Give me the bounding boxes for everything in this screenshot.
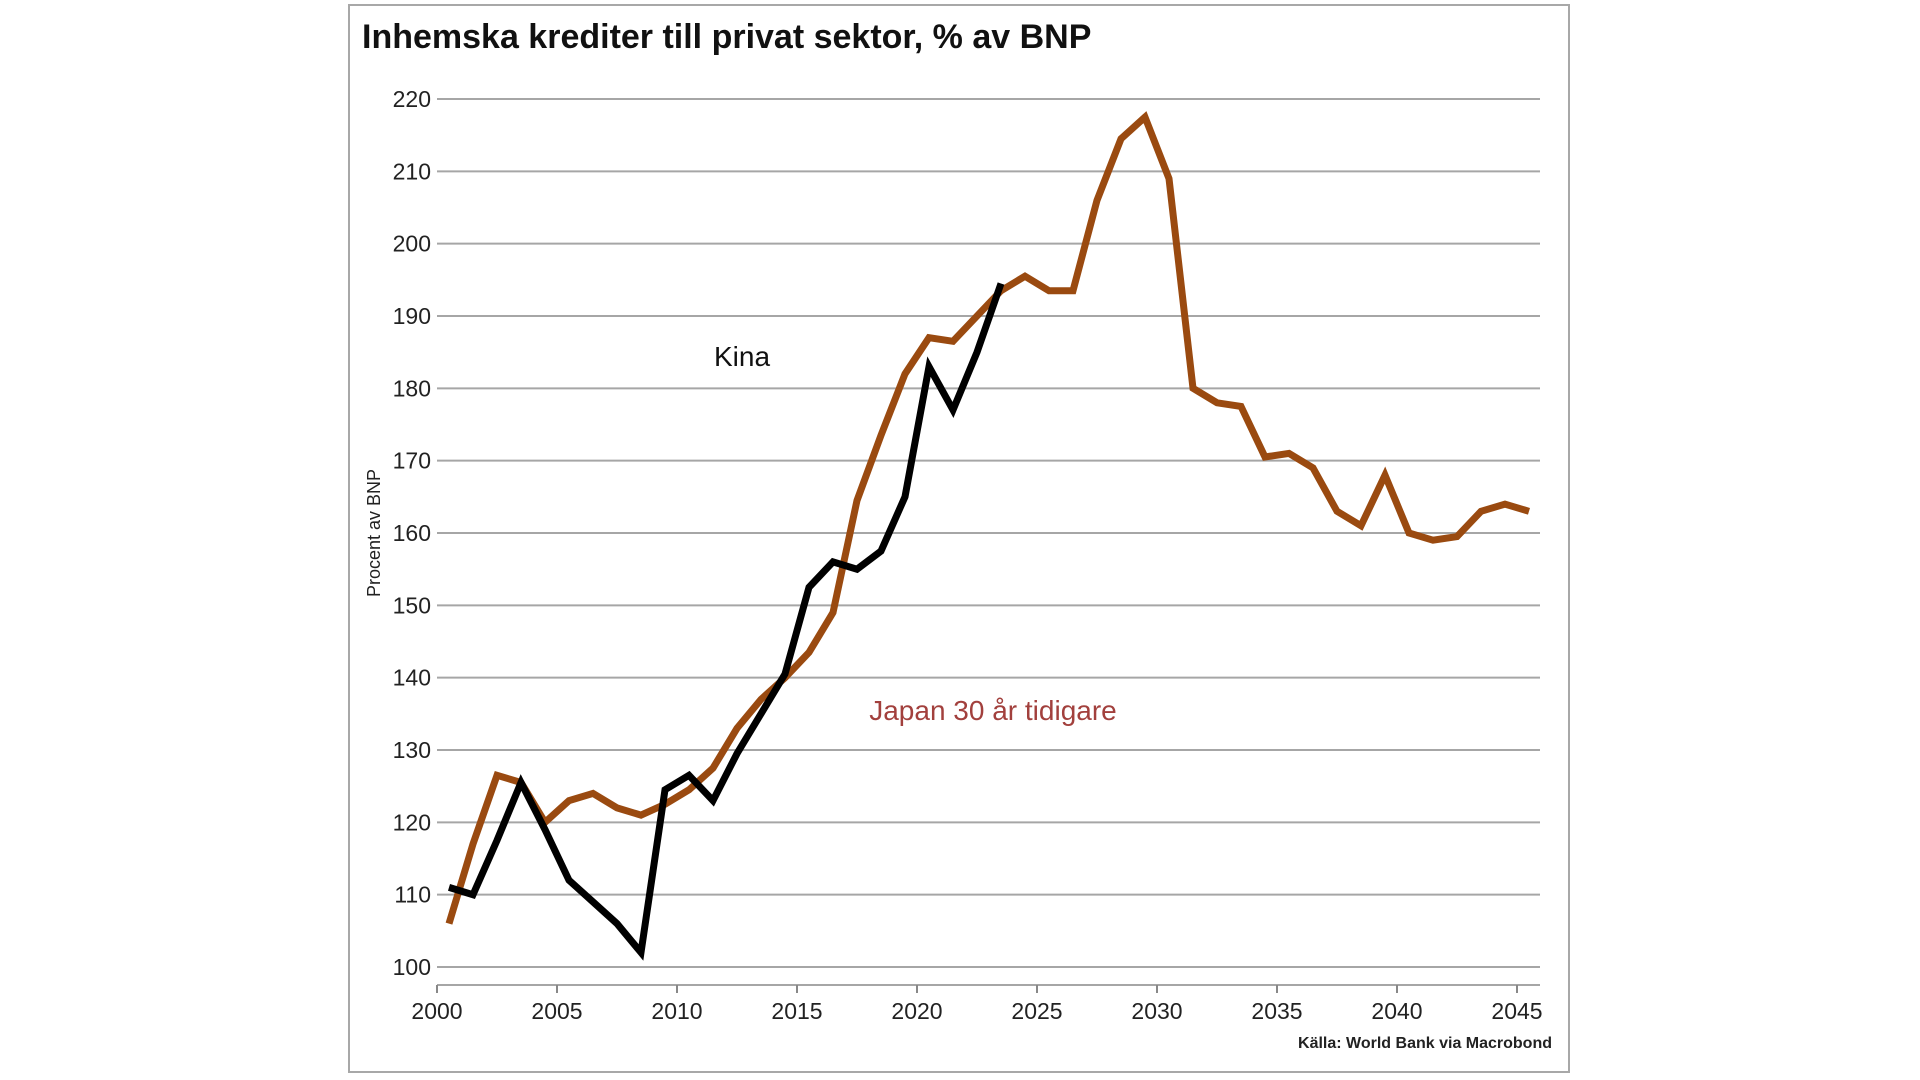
series-label-japan: Japan 30 år tidigare	[869, 695, 1117, 726]
y-tick-label: 180	[393, 375, 431, 401]
y-tick-label: 130	[393, 737, 431, 763]
y-tick-label: 170	[393, 448, 431, 474]
y-tick-label: 200	[393, 231, 431, 257]
x-tick-label: 2005	[531, 998, 582, 1024]
y-tick-label: 220	[393, 86, 431, 112]
y-tick-label: 120	[393, 809, 431, 835]
series-line-japan	[445, 111, 1531, 925]
chart-frame	[348, 4, 1570, 1073]
y-tick-label: 210	[393, 158, 431, 184]
series-line-kina	[447, 282, 1005, 961]
x-tick-label: 2040	[1371, 998, 1422, 1024]
y-tick-label: 110	[394, 882, 431, 908]
y-tick-label: 160	[393, 520, 431, 546]
x-tick-label: 2030	[1131, 998, 1182, 1024]
x-tick-label: 2000	[411, 998, 462, 1024]
series-label-kina: Kina	[714, 341, 770, 372]
y-tick-label: 190	[393, 303, 431, 329]
x-tick-label: 2015	[771, 998, 822, 1024]
y-axis-label: Procent av BNP	[364, 469, 384, 597]
x-tick-label: 2025	[1011, 998, 1062, 1024]
x-tick-label: 2035	[1251, 998, 1302, 1024]
source-note: Källa: World Bank via Macrobond	[1298, 1035, 1552, 1052]
chart-title: Inhemska krediter till privat sektor, % …	[362, 18, 1092, 56]
y-tick-label: 140	[393, 665, 431, 691]
x-tick-label: 2045	[1491, 998, 1542, 1024]
y-tick-label: 150	[393, 592, 431, 618]
x-tick-label: 2010	[651, 998, 702, 1024]
y-tick-label: 100	[393, 954, 431, 980]
x-tick-label: 2020	[891, 998, 942, 1024]
